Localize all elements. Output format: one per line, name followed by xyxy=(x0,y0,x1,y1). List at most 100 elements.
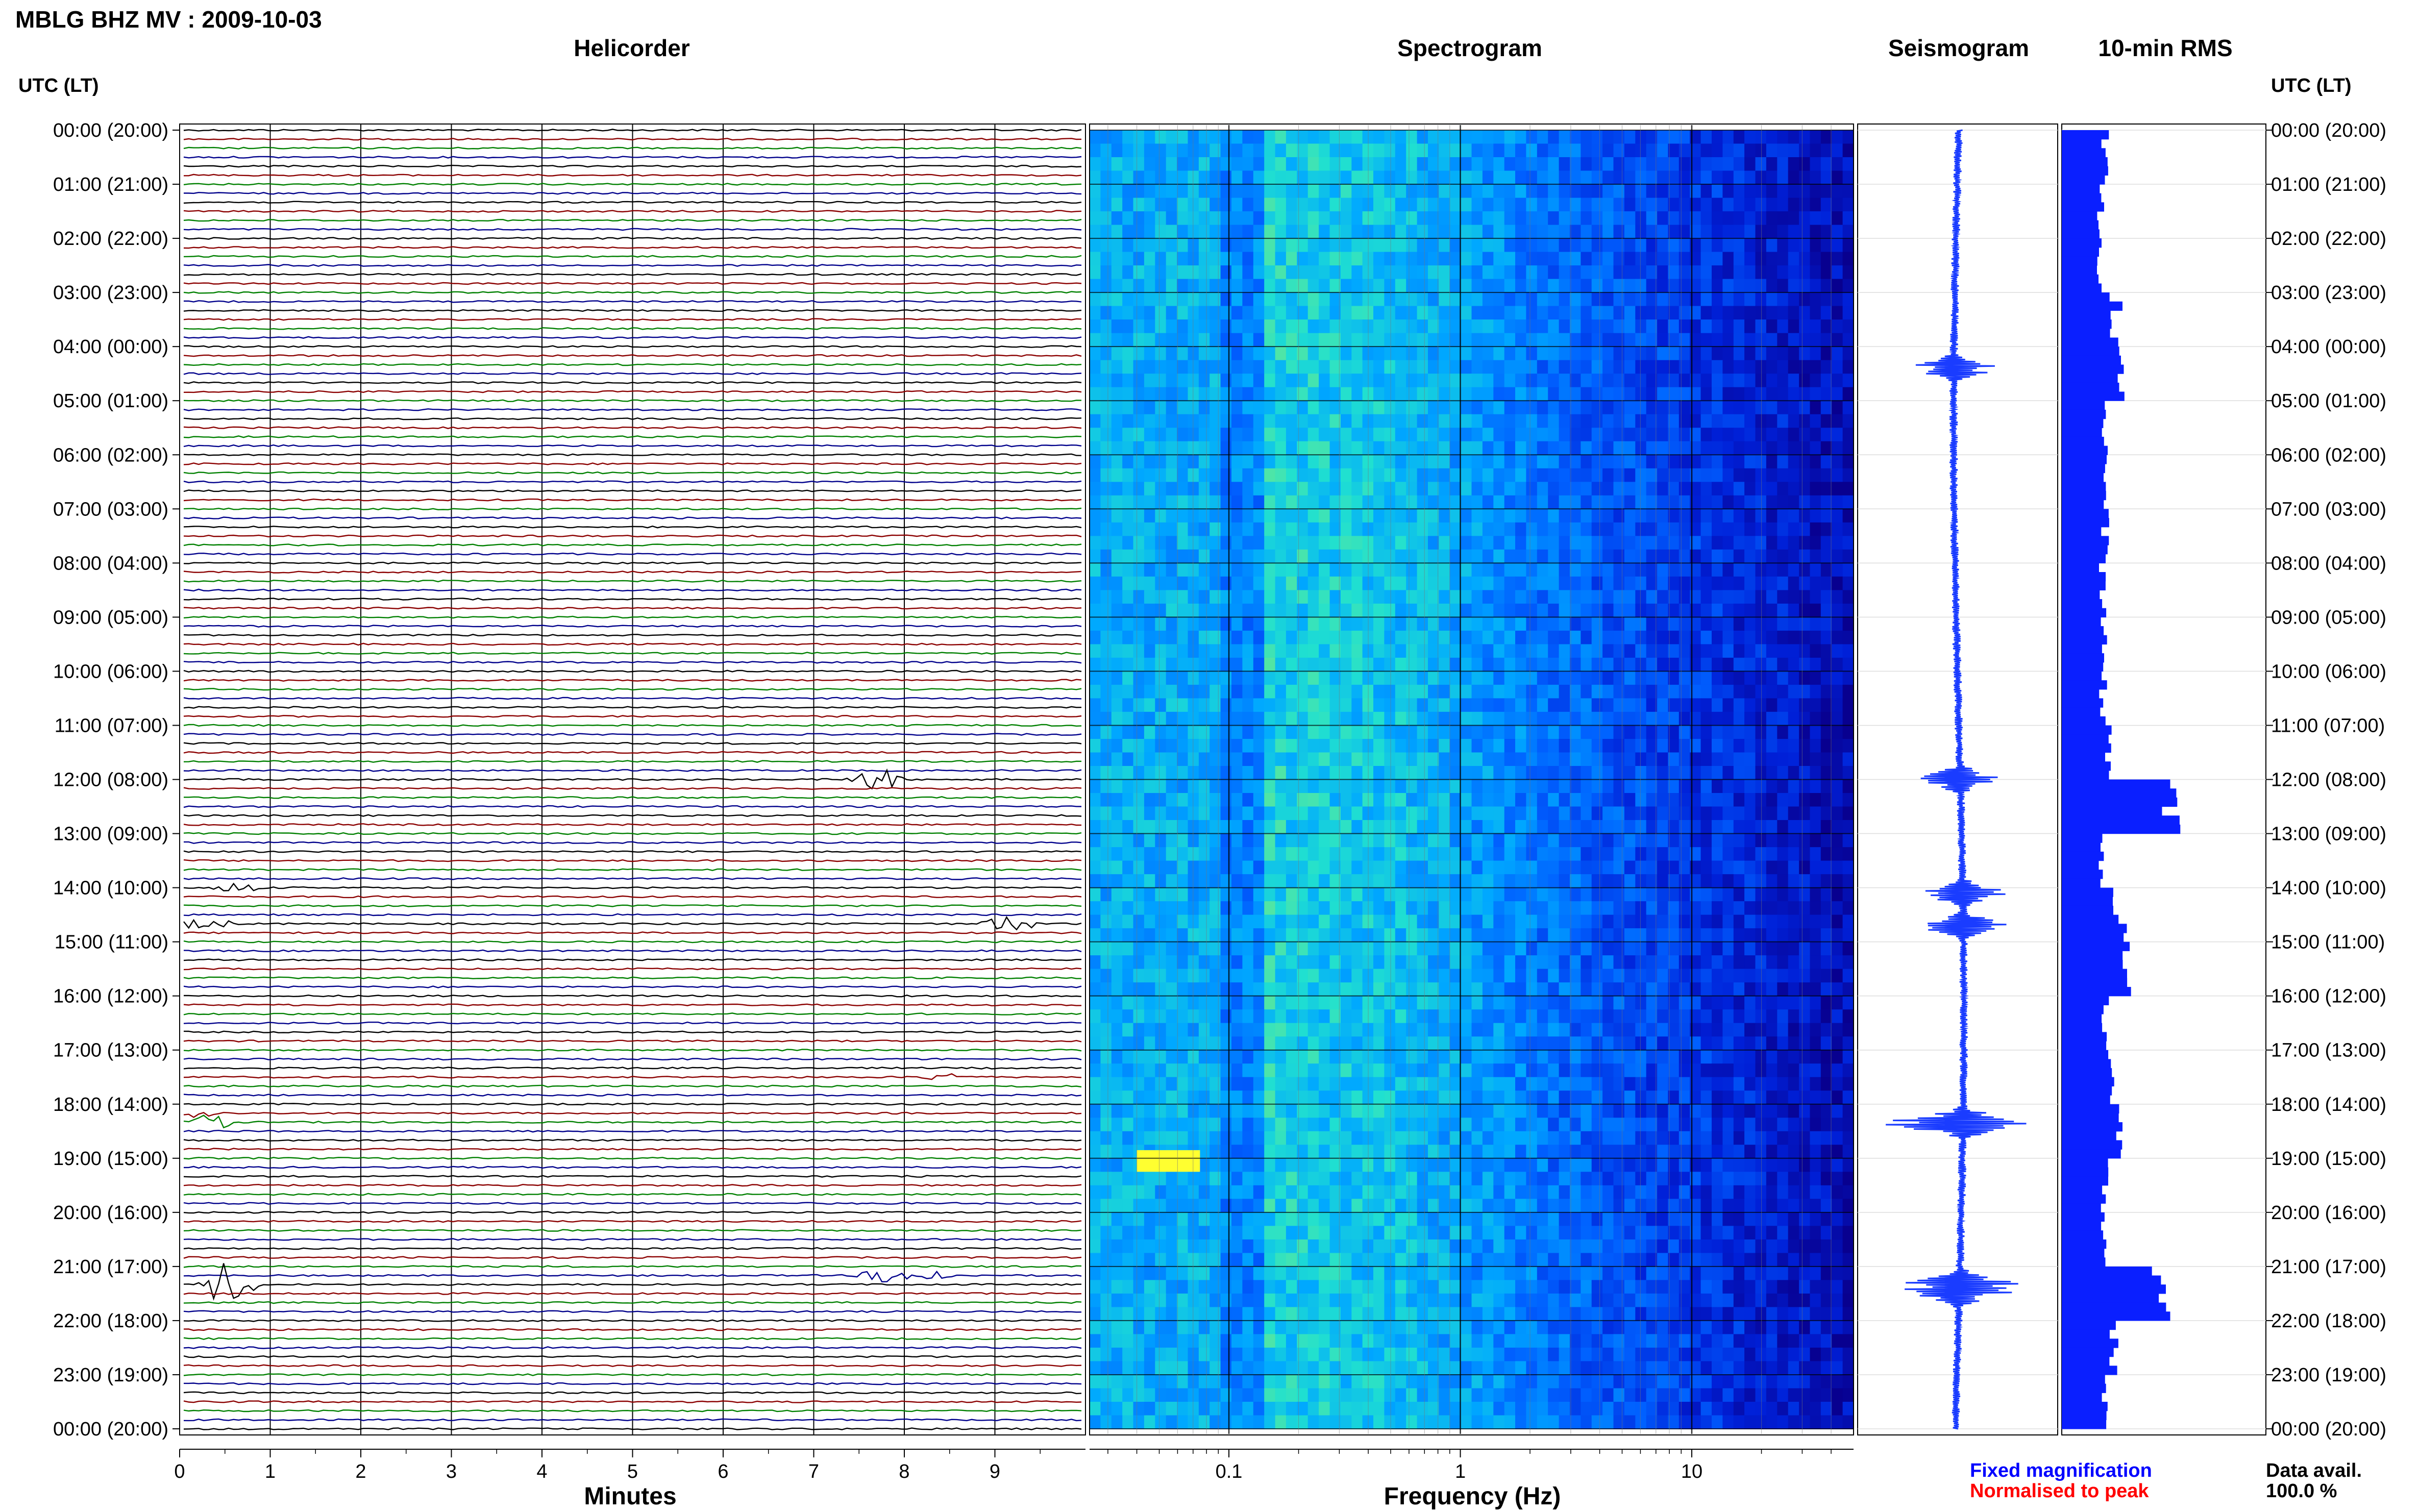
spectrogram-cell xyxy=(1417,1009,1428,1024)
spectrogram-cell xyxy=(1581,495,1592,510)
spectrogram-cell xyxy=(1428,739,1440,753)
spectrogram-cell xyxy=(1548,211,1560,226)
spectrogram-cell xyxy=(1602,603,1614,618)
spectrogram-cell xyxy=(1548,292,1560,307)
spectrogram-cell xyxy=(1842,292,1854,307)
spectrogram-cell xyxy=(1679,806,1690,821)
spectrogram-cell xyxy=(1188,1009,1199,1024)
spectrogram-cell xyxy=(1198,955,1211,970)
spectrogram-cell xyxy=(1275,766,1287,780)
spectrogram-cell xyxy=(1548,549,1560,564)
spectrogram-cell xyxy=(1264,184,1276,199)
spectrogram-cell xyxy=(1329,576,1341,591)
spectrogram-cell xyxy=(1842,414,1854,428)
spectrogram-cell xyxy=(1559,590,1570,604)
spectrogram-cell xyxy=(1799,982,1811,997)
spectrogram-cell xyxy=(1722,887,1734,902)
spectrogram-cell xyxy=(1351,374,1363,388)
spectrogram-cell xyxy=(1591,847,1603,861)
spectrogram-cell xyxy=(1198,928,1211,943)
spectrogram-cell xyxy=(1111,563,1123,577)
spectrogram-cell xyxy=(1242,725,1254,739)
spectrogram-cell xyxy=(1264,1036,1276,1051)
spectrogram-cell xyxy=(1526,265,1538,280)
spectrogram-cell xyxy=(1646,563,1658,577)
spectrogram-cell xyxy=(1428,644,1440,658)
spectrogram-cell xyxy=(1820,1036,1832,1051)
spectrogram-cell xyxy=(1177,969,1189,983)
spectrogram-cell xyxy=(1449,752,1461,766)
spectrogram-cell xyxy=(1820,860,1832,875)
spectrogram-cell xyxy=(1439,603,1450,618)
spectrogram-cell xyxy=(1712,401,1723,415)
spectrogram-cell xyxy=(1842,482,1854,496)
spectrogram-cell xyxy=(1133,495,1145,510)
spectrogram-cell xyxy=(1602,847,1614,861)
spectrogram-cell xyxy=(1744,387,1756,401)
spectrogram-cell xyxy=(1570,184,1582,199)
spectrogram-cell xyxy=(1820,468,1832,483)
spectrogram-cell xyxy=(1297,820,1309,834)
spectrogram-cell xyxy=(1439,536,1450,550)
spectrogram-cell xyxy=(1690,428,1701,442)
spectrogram-cell xyxy=(1777,441,1789,455)
spectrogram-cell xyxy=(1504,847,1516,861)
spectrogram-cell xyxy=(1384,711,1396,726)
spectrogram-cell xyxy=(1406,549,1418,564)
spectrogram-cell xyxy=(1100,387,1112,401)
spectrogram-cell xyxy=(1799,130,1811,144)
spectrogram-cell xyxy=(1166,657,1177,672)
spectrogram-cell xyxy=(1231,698,1243,712)
spectrogram-cell xyxy=(1275,752,1287,766)
spectrogram-cell xyxy=(1133,238,1145,253)
spectrogram-cell xyxy=(1788,319,1799,334)
spectrogram-cell xyxy=(1635,143,1647,158)
spectrogram-cell xyxy=(1188,401,1199,415)
spectrogram-cell xyxy=(1461,333,1472,347)
spectrogram-cell xyxy=(1504,414,1516,428)
spectrogram-cell xyxy=(1351,820,1363,834)
spectrogram-cell xyxy=(1515,387,1527,401)
spectrogram-cell xyxy=(1733,996,1745,1010)
spectrogram-cell xyxy=(1755,644,1767,658)
spectrogram-cell xyxy=(1832,684,1843,699)
spectrogram-cell xyxy=(1799,468,1811,483)
spectrogram-cell xyxy=(1799,157,1811,171)
spectrogram-cell xyxy=(1373,806,1385,821)
spectrogram-cell xyxy=(1417,996,1428,1010)
spectrogram-cell xyxy=(1581,1009,1592,1024)
spectrogram-cell xyxy=(1166,157,1177,171)
spectrogram-cell xyxy=(1220,874,1232,888)
spectrogram-cell xyxy=(1395,914,1406,929)
spectrogram-cell xyxy=(1548,725,1560,739)
spectrogram-cell xyxy=(1340,482,1352,496)
spectrogram-cell xyxy=(1799,441,1811,455)
spectrogram-cell xyxy=(1712,698,1723,712)
spectrogram-cell xyxy=(1570,225,1582,239)
spectrogram-cell xyxy=(1668,657,1680,672)
spectrogram-cell xyxy=(1090,833,1101,848)
spectrogram-cell xyxy=(1744,941,1756,956)
spectrogram-cell xyxy=(1231,1036,1243,1051)
spectrogram-cell xyxy=(1329,847,1341,861)
spectrogram-cell xyxy=(1624,1009,1636,1024)
spectrogram-cell xyxy=(1690,130,1701,144)
spectrogram-cell xyxy=(1526,1009,1538,1024)
spectrogram-cell xyxy=(1733,657,1745,672)
spectrogram-cell xyxy=(1559,509,1570,523)
spectrogram-cell xyxy=(1591,319,1603,334)
spectrogram-cell xyxy=(1690,225,1701,239)
spectrogram-cell xyxy=(1700,265,1712,280)
spectrogram-cell xyxy=(1526,509,1538,523)
spectrogram-cell xyxy=(1842,468,1854,483)
spectrogram-cell xyxy=(1526,414,1538,428)
spectrogram-cell xyxy=(1700,441,1712,455)
spectrogram-cell xyxy=(1591,563,1603,577)
spectrogram-cell xyxy=(1307,414,1319,428)
spectrogram-cell xyxy=(1690,509,1701,523)
spectrogram-cell xyxy=(1177,644,1189,658)
spectrogram-cell xyxy=(1559,333,1570,347)
spectrogram-cell xyxy=(1799,549,1811,564)
spectrogram-cell xyxy=(1286,982,1298,997)
spectrogram-cell xyxy=(1668,603,1680,618)
